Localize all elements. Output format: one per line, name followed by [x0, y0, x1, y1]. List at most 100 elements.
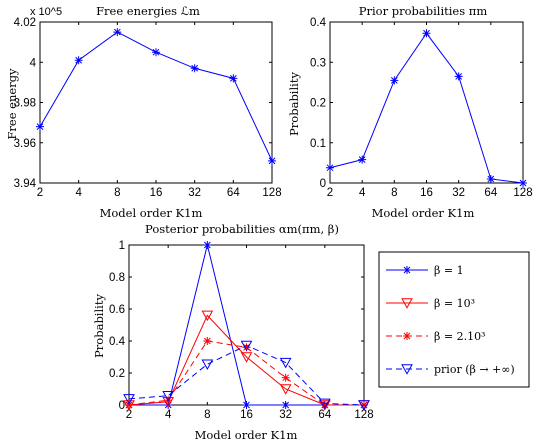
- x-axis-label: Model order K1m: [195, 428, 298, 442]
- legend-label: β = 1: [434, 264, 464, 277]
- x-tick-label: 4: [75, 187, 82, 199]
- y-tick-label: 1: [119, 240, 125, 252]
- series-line: [329, 32, 524, 184]
- chart-title: Posterior probabilities αm(πm, β): [145, 222, 339, 236]
- plot-area: 2 4 8 16 32 64 128 0 0.2 0.4 0.6 0.8 1: [109, 240, 374, 421]
- data-point: [203, 241, 212, 249]
- legend-marker: [403, 266, 411, 274]
- x-tick-label: 128: [354, 409, 373, 421]
- legend: β = 1 β = 10³ β = 2.10³ prior (β → +∞): [378, 251, 530, 388]
- y-tick-label: 0: [320, 178, 326, 190]
- y-tick-label: 0.4: [109, 336, 126, 348]
- x-tick-label: 4: [165, 409, 172, 421]
- y-tick-label: 0.2: [109, 368, 125, 380]
- y-tick-label: 0: [119, 400, 125, 412]
- legend-label: β = 2.10³: [434, 330, 485, 343]
- data-point: [281, 373, 290, 382]
- data-point: [164, 401, 173, 409]
- data-point: [390, 76, 399, 85]
- data-point: [74, 56, 83, 65]
- data-point: [113, 28, 122, 37]
- free-energy-panel: x 10^5 Free energies ℒm Free energy Mode…: [5, 4, 282, 220]
- axes-box: [128, 244, 365, 406]
- data-point: [519, 179, 527, 187]
- data-point: [279, 384, 292, 395]
- x-tick-label: 32: [452, 187, 465, 199]
- x-tick-label: 8: [204, 409, 210, 421]
- y-tick-label: 4: [30, 57, 37, 69]
- axes-box: [329, 21, 524, 184]
- y-tick-label: 3.98: [14, 98, 36, 110]
- x-tick-label: 128: [262, 187, 281, 199]
- data-point: [281, 401, 290, 409]
- data-point: [190, 64, 199, 73]
- legend-label: β = 10³: [434, 297, 475, 310]
- data-point: [229, 74, 238, 83]
- data-point: [318, 398, 331, 410]
- x-tick-label: 32: [279, 409, 292, 421]
- data-point: [162, 390, 175, 402]
- y-tick-label: 4.02: [14, 17, 36, 29]
- data-point: [279, 357, 292, 369]
- legend-marker: [403, 332, 411, 340]
- x-tick-label: 8: [114, 187, 120, 199]
- x-tick-label: 8: [391, 187, 397, 199]
- data-point: [454, 72, 463, 81]
- y-axis-label: Probability: [287, 72, 301, 136]
- legend-label: prior (β → +∞): [434, 363, 515, 376]
- chart-title: Prior probabilities πm: [359, 4, 488, 18]
- x-tick-label: 64: [318, 409, 331, 421]
- data-point: [320, 401, 329, 409]
- posterior-probability-panel: Posterior probabilities αm(πm, β) Probab…: [92, 222, 374, 442]
- data-point: [240, 352, 253, 363]
- plot-area: 2 4 8 16 32 64 128 0 0.1 0.2 0.3 0.4: [310, 17, 533, 199]
- x-tick-label: 2: [327, 187, 333, 199]
- x-tick-label: 4: [359, 187, 366, 199]
- series-line: [129, 244, 364, 406]
- data-point: [358, 400, 370, 411]
- data-point: [203, 337, 212, 345]
- x-axis-label: Model order K1m: [100, 206, 203, 220]
- x-tick-label: 128: [513, 187, 532, 199]
- data-point: [152, 48, 160, 57]
- y-tick-label: 0.8: [109, 272, 125, 284]
- legend-marker: [401, 364, 413, 375]
- legend-marker: [401, 298, 413, 309]
- x-tick-label: 64: [484, 187, 497, 199]
- x-tick-label: 16: [240, 409, 253, 421]
- x-tick-label: 64: [227, 187, 240, 199]
- data-point: [36, 122, 44, 131]
- data-point: [358, 155, 367, 164]
- y-tick-label: 0.4: [310, 17, 327, 29]
- data-point: [242, 401, 251, 409]
- y-tick-label: 0.3: [310, 57, 326, 69]
- data-point: [240, 340, 253, 352]
- x-tick-label: 16: [420, 187, 433, 199]
- data-point: [268, 156, 276, 165]
- prior-probability-panel: Prior probabilities πm Probability Model…: [287, 4, 533, 220]
- data-point: [125, 401, 133, 409]
- x-tick-label: 32: [188, 187, 201, 199]
- axes-box: [39, 21, 273, 184]
- x-axis-label: Model order K1m: [372, 206, 475, 220]
- exponent-label: x 10^5: [30, 6, 62, 18]
- y-tick-label: 0.1: [310, 138, 326, 150]
- data-point: [123, 394, 135, 405]
- series-line: [128, 344, 365, 406]
- plot-area: 2 4 8 16 32 64 128 3.94 3.96 3.98 4 4.02: [14, 17, 282, 199]
- y-tick-label: 3.96: [14, 138, 36, 150]
- y-axis-label: Probability: [92, 294, 106, 358]
- data-point: [486, 174, 495, 183]
- x-tick-label: 16: [150, 187, 163, 199]
- y-axis-label: Free energy: [5, 68, 19, 140]
- data-point: [201, 359, 214, 370]
- data-point: [201, 310, 214, 322]
- y-tick-label: 0.6: [109, 304, 125, 316]
- chart-title: Free energies ℒm: [96, 4, 200, 18]
- x-tick-label: 2: [37, 187, 43, 199]
- data-point: [242, 343, 251, 352]
- data-point: [422, 29, 431, 38]
- x-tick-label: 2: [126, 409, 132, 421]
- y-tick-label: 0.2: [310, 98, 326, 110]
